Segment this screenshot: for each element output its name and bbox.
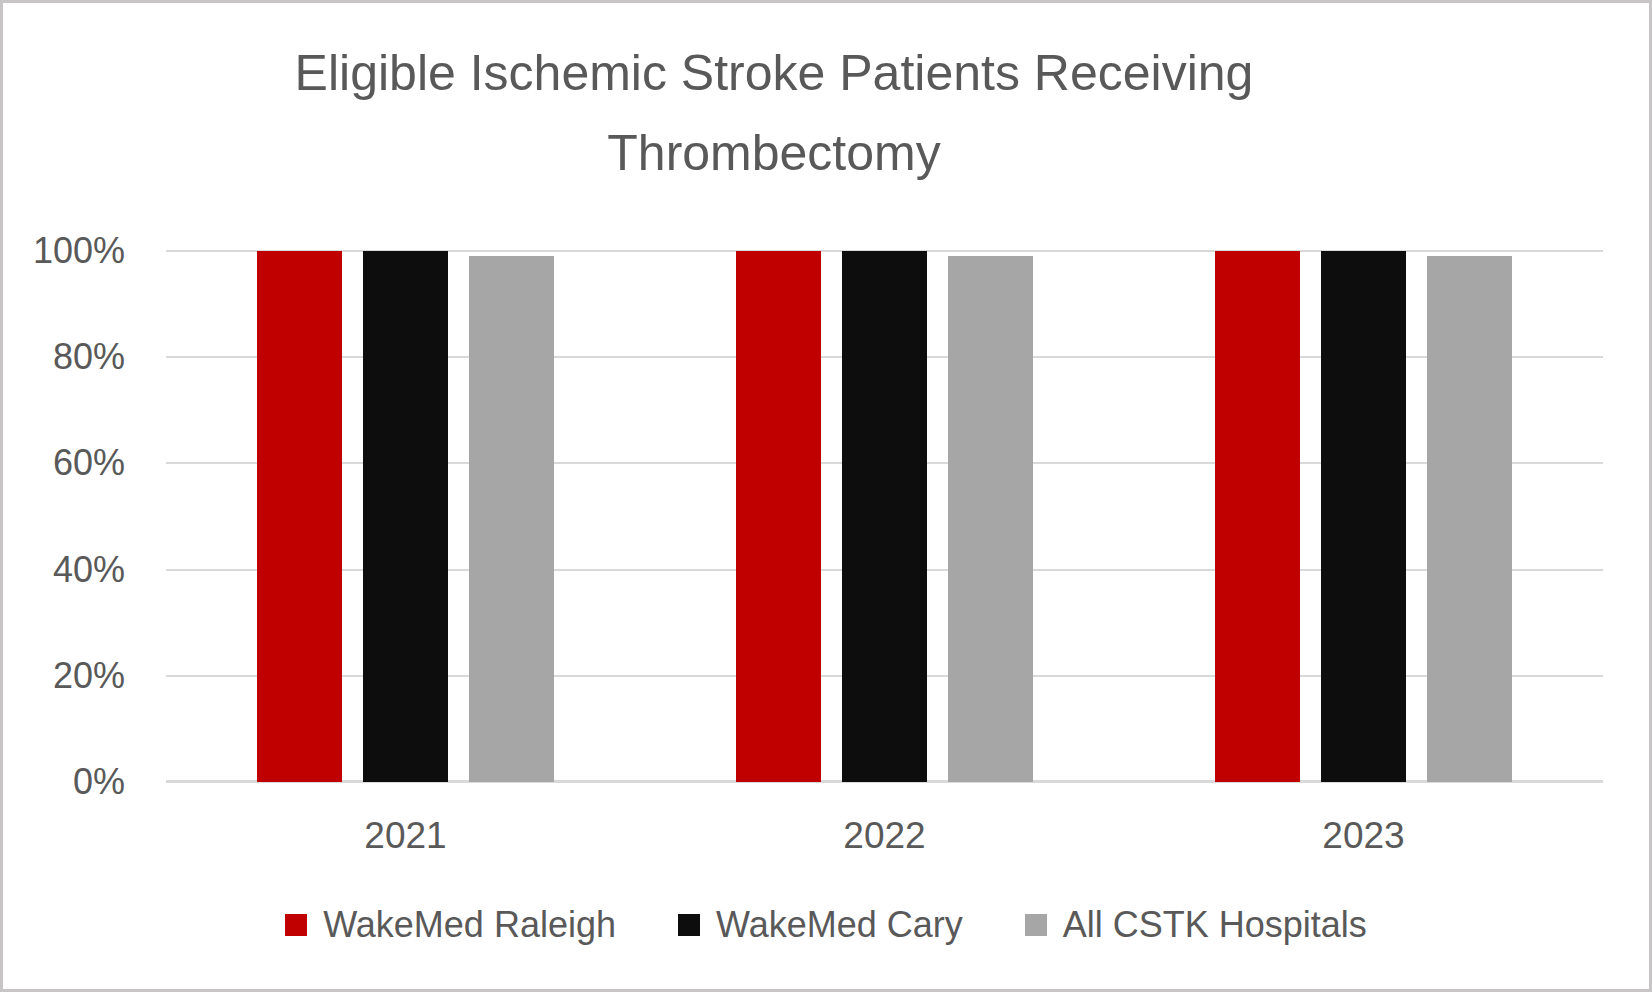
legend-item-wakemed-cary: WakeMed Cary [678, 904, 963, 946]
y-axis-tick-label-0: 0% [3, 760, 125, 804]
bar-wakemed-raleigh-2022 [736, 251, 821, 782]
chart-canvas: Eligible Ischemic Stroke Patients Receiv… [0, 0, 1652, 992]
chart-title: Eligible Ischemic Stroke Patients Receiv… [3, 33, 1545, 193]
x-axis-category-label-2022: 2022 [645, 815, 1124, 857]
chart-title-text: Eligible Ischemic Stroke Patients Receiv… [199, 33, 1349, 193]
legend-label-wakemed-cary: WakeMed Cary [716, 904, 963, 946]
legend-swatch-all-cstk-hospitals [1025, 914, 1047, 936]
x-axis: 202120222023 [166, 815, 1603, 857]
legend-swatch-wakemed-raleigh [285, 914, 307, 936]
bar-wakemed-raleigh-2021 [257, 251, 342, 782]
bar-group-2023 [1124, 251, 1603, 782]
x-axis-category-label-2021: 2021 [166, 815, 645, 857]
y-axis-tick-label-80: 80% [3, 335, 125, 379]
legend-item-all-cstk-hospitals: All CSTK Hospitals [1025, 904, 1367, 946]
bar-groups [166, 251, 1603, 782]
bar-wakemed-raleigh-2023 [1215, 251, 1300, 782]
legend-item-wakemed-raleigh: WakeMed Raleigh [285, 904, 616, 946]
y-axis-tick-label-20: 20% [3, 654, 125, 698]
bar-group-2022 [645, 251, 1124, 782]
bar-wakemed-cary-2023 [1321, 251, 1406, 782]
legend-label-all-cstk-hospitals: All CSTK Hospitals [1063, 904, 1367, 946]
bar-wakemed-cary-2022 [842, 251, 927, 782]
bar-wakemed-cary-2021 [363, 251, 448, 782]
y-axis-tick-label-40: 40% [3, 548, 125, 592]
plot-area [166, 251, 1603, 782]
bar-all-cstk-hospitals-2022 [948, 256, 1033, 782]
y-axis-tick-label-60: 60% [3, 441, 125, 485]
y-axis-tick-label-100: 100% [3, 229, 125, 273]
bar-all-cstk-hospitals-2023 [1427, 256, 1512, 782]
bar-all-cstk-hospitals-2021 [469, 256, 554, 782]
bar-group-2021 [166, 251, 645, 782]
x-axis-category-label-2023: 2023 [1124, 815, 1603, 857]
legend-swatch-wakemed-cary [678, 914, 700, 936]
y-axis: 0% 20% 40% 60% 80% 100% [3, 3, 125, 992]
legend: WakeMed Raleigh WakeMed Cary All CSTK Hosp… [3, 904, 1649, 946]
legend-label-wakemed-raleigh: WakeMed Raleigh [323, 904, 616, 946]
